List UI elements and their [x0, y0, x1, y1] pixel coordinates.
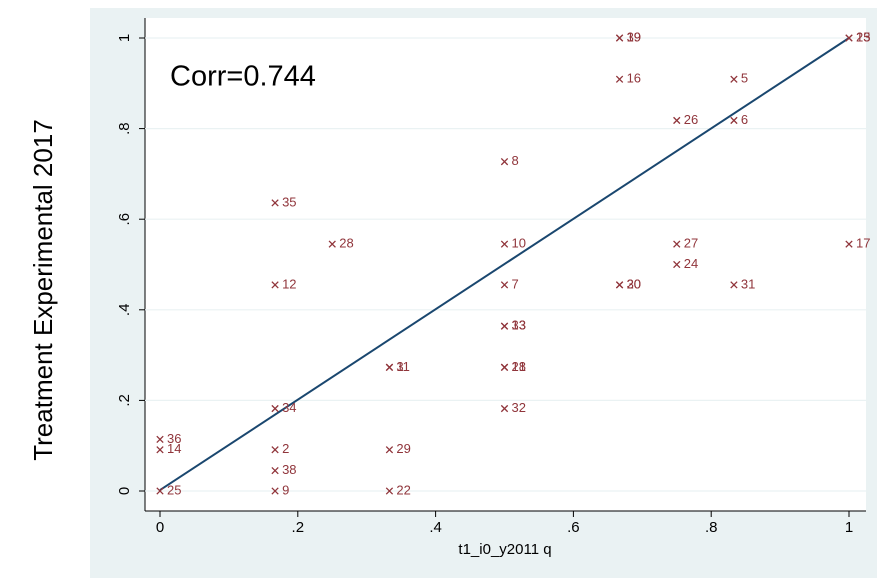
point [500, 404, 509, 413]
x-axis-title: t1_i0_y2011 q [458, 541, 551, 558]
y-tick-label: 0 [116, 487, 133, 495]
point [328, 240, 336, 248]
point-label: 27 [684, 236, 698, 251]
point-label: 34 [282, 400, 296, 415]
point [615, 75, 624, 83]
point [615, 34, 624, 42]
point-label: 35 [282, 194, 296, 209]
y-axis-title: Treatment Experimental 2017 [28, 119, 58, 461]
point-label: 17 [856, 236, 870, 251]
x-tick-label: 1 [845, 519, 853, 536]
annotation: Corr=0.744 [170, 61, 316, 93]
point-label: 15 [856, 29, 870, 44]
point-label: 14 [167, 441, 181, 456]
point [673, 240, 681, 248]
point [845, 240, 853, 248]
point-label: 8 [512, 153, 519, 168]
point-label: 3 [396, 359, 403, 374]
point [500, 240, 509, 248]
point-label: 9 [282, 482, 289, 497]
point-label: 31 [741, 276, 755, 291]
point [730, 116, 738, 125]
y-tick-label: 1 [116, 34, 133, 42]
point-label: 26 [684, 112, 698, 127]
y-tick-label: .2 [116, 394, 133, 407]
point-label: 36 [167, 431, 181, 446]
point [271, 487, 279, 495]
point-label: 30 [627, 276, 641, 291]
point [615, 281, 624, 289]
point-label: 21 [512, 359, 526, 374]
point-label: 13 [512, 318, 526, 333]
point-label: 33 [512, 318, 526, 333]
point [271, 199, 279, 207]
point-label: 10 [512, 236, 526, 251]
point [673, 260, 681, 269]
y-tick-label: .4 [116, 304, 133, 317]
x-tick-label: .4 [429, 519, 442, 536]
x-tick-label: .2 [292, 519, 305, 536]
point-label: 11 [396, 359, 410, 374]
point [730, 281, 738, 289]
point-label: 12 [282, 276, 296, 291]
y-tick-label: .6 [116, 213, 133, 226]
point [673, 116, 681, 125]
point-label: 24 [684, 256, 698, 271]
point [271, 281, 279, 289]
point-label: 5 [741, 71, 748, 86]
point [500, 322, 509, 330]
point-label: 16 [627, 71, 641, 86]
point [730, 75, 738, 83]
x-tick-label: 0 [156, 519, 164, 536]
point-label: 39 [627, 29, 641, 44]
point [385, 363, 394, 371]
point-label: 7 [512, 276, 519, 291]
point [156, 487, 164, 495]
x-tick-label: .8 [705, 519, 718, 536]
point [500, 363, 509, 371]
point [385, 487, 394, 495]
point [156, 435, 164, 444]
point-label: 20 [627, 276, 641, 291]
point [500, 158, 509, 166]
point-label: 19 [627, 29, 641, 44]
fit-line [159, 37, 850, 491]
point-label: 2 [282, 441, 289, 456]
y-tick-label: .8 [116, 122, 133, 135]
point [156, 446, 164, 454]
point [271, 466, 279, 475]
point-label: 23 [856, 29, 870, 44]
point-label: 29 [396, 441, 410, 456]
point-label: 25 [167, 482, 181, 497]
point-label: 22 [396, 482, 410, 497]
point-label: 18 [512, 359, 526, 374]
x-tick-label: .6 [567, 519, 580, 536]
point-label: 6 [741, 112, 748, 127]
point [271, 446, 279, 454]
point [271, 404, 279, 413]
point [385, 446, 394, 454]
point-label: 28 [339, 236, 353, 251]
point [845, 34, 853, 42]
point-label: 32 [512, 400, 526, 415]
point-label: 38 [282, 462, 296, 477]
point [500, 281, 509, 289]
